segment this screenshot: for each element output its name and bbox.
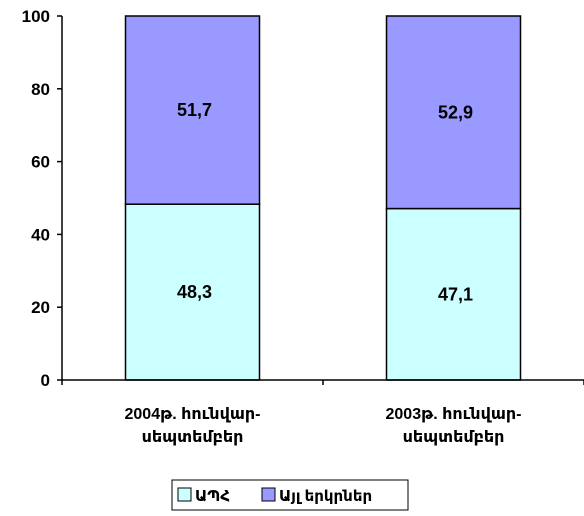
legend-swatch [177, 487, 192, 502]
x-category-label: սեպտեմբեր [142, 429, 244, 446]
legend-swatch [261, 487, 276, 502]
x-category-label: 2004թ. հունվար- [125, 406, 261, 423]
y-tick-label: 80 [31, 80, 50, 99]
bar-segment [385, 15, 522, 210]
y-tick-label: 0 [41, 371, 50, 390]
y-tick-label: 100 [22, 7, 50, 26]
legend-box [171, 479, 409, 511]
legend: ԱՊՀ Այլ երկրներ [171, 479, 409, 511]
y-axis: 0 20 40 60 80 100 [22, 7, 63, 390]
data-label: 52,9 [438, 102, 473, 122]
y-tick-label: 60 [31, 153, 50, 172]
y-tick-label: 20 [31, 298, 50, 317]
x-axis: 2004թ. հունվար-սեպտեմբեր 2003թ. հունվար-ս… [61, 379, 584, 446]
x-category-label: սեպտեմբեր [403, 429, 505, 446]
legend-label: ԱՊՀ [195, 488, 230, 505]
data-label: 48,3 [177, 282, 212, 302]
bar-segment [124, 15, 261, 205]
bar-segment [385, 207, 522, 381]
y-tick-label: 40 [31, 225, 50, 244]
legend-label: Այլ երկրներ [279, 488, 372, 505]
bars: 48,3 51,7 47,1 52,9 [124, 15, 522, 381]
data-label: 47,1 [438, 284, 473, 304]
data-label: 51,7 [177, 100, 212, 120]
x-category-label: 2003թ. հունվար- [386, 406, 522, 423]
